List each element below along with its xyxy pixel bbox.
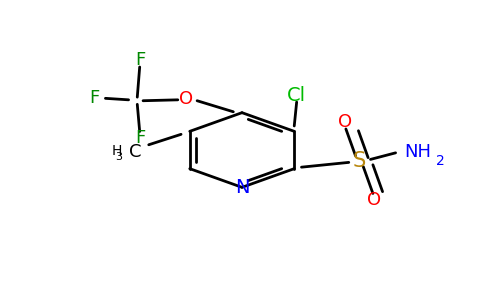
Text: N: N (235, 178, 249, 197)
Text: NH: NH (404, 143, 431, 161)
Text: S: S (353, 151, 366, 171)
Text: O: O (338, 113, 352, 131)
Text: O: O (367, 191, 381, 209)
Text: C: C (129, 142, 142, 160)
Text: F: F (136, 129, 146, 147)
Text: F: F (136, 51, 146, 69)
Text: 2: 2 (436, 154, 445, 168)
Text: Cl: Cl (287, 86, 306, 105)
Text: 3: 3 (115, 152, 122, 162)
Text: F: F (90, 89, 100, 107)
Text: O: O (180, 90, 194, 108)
Text: H: H (112, 144, 122, 158)
